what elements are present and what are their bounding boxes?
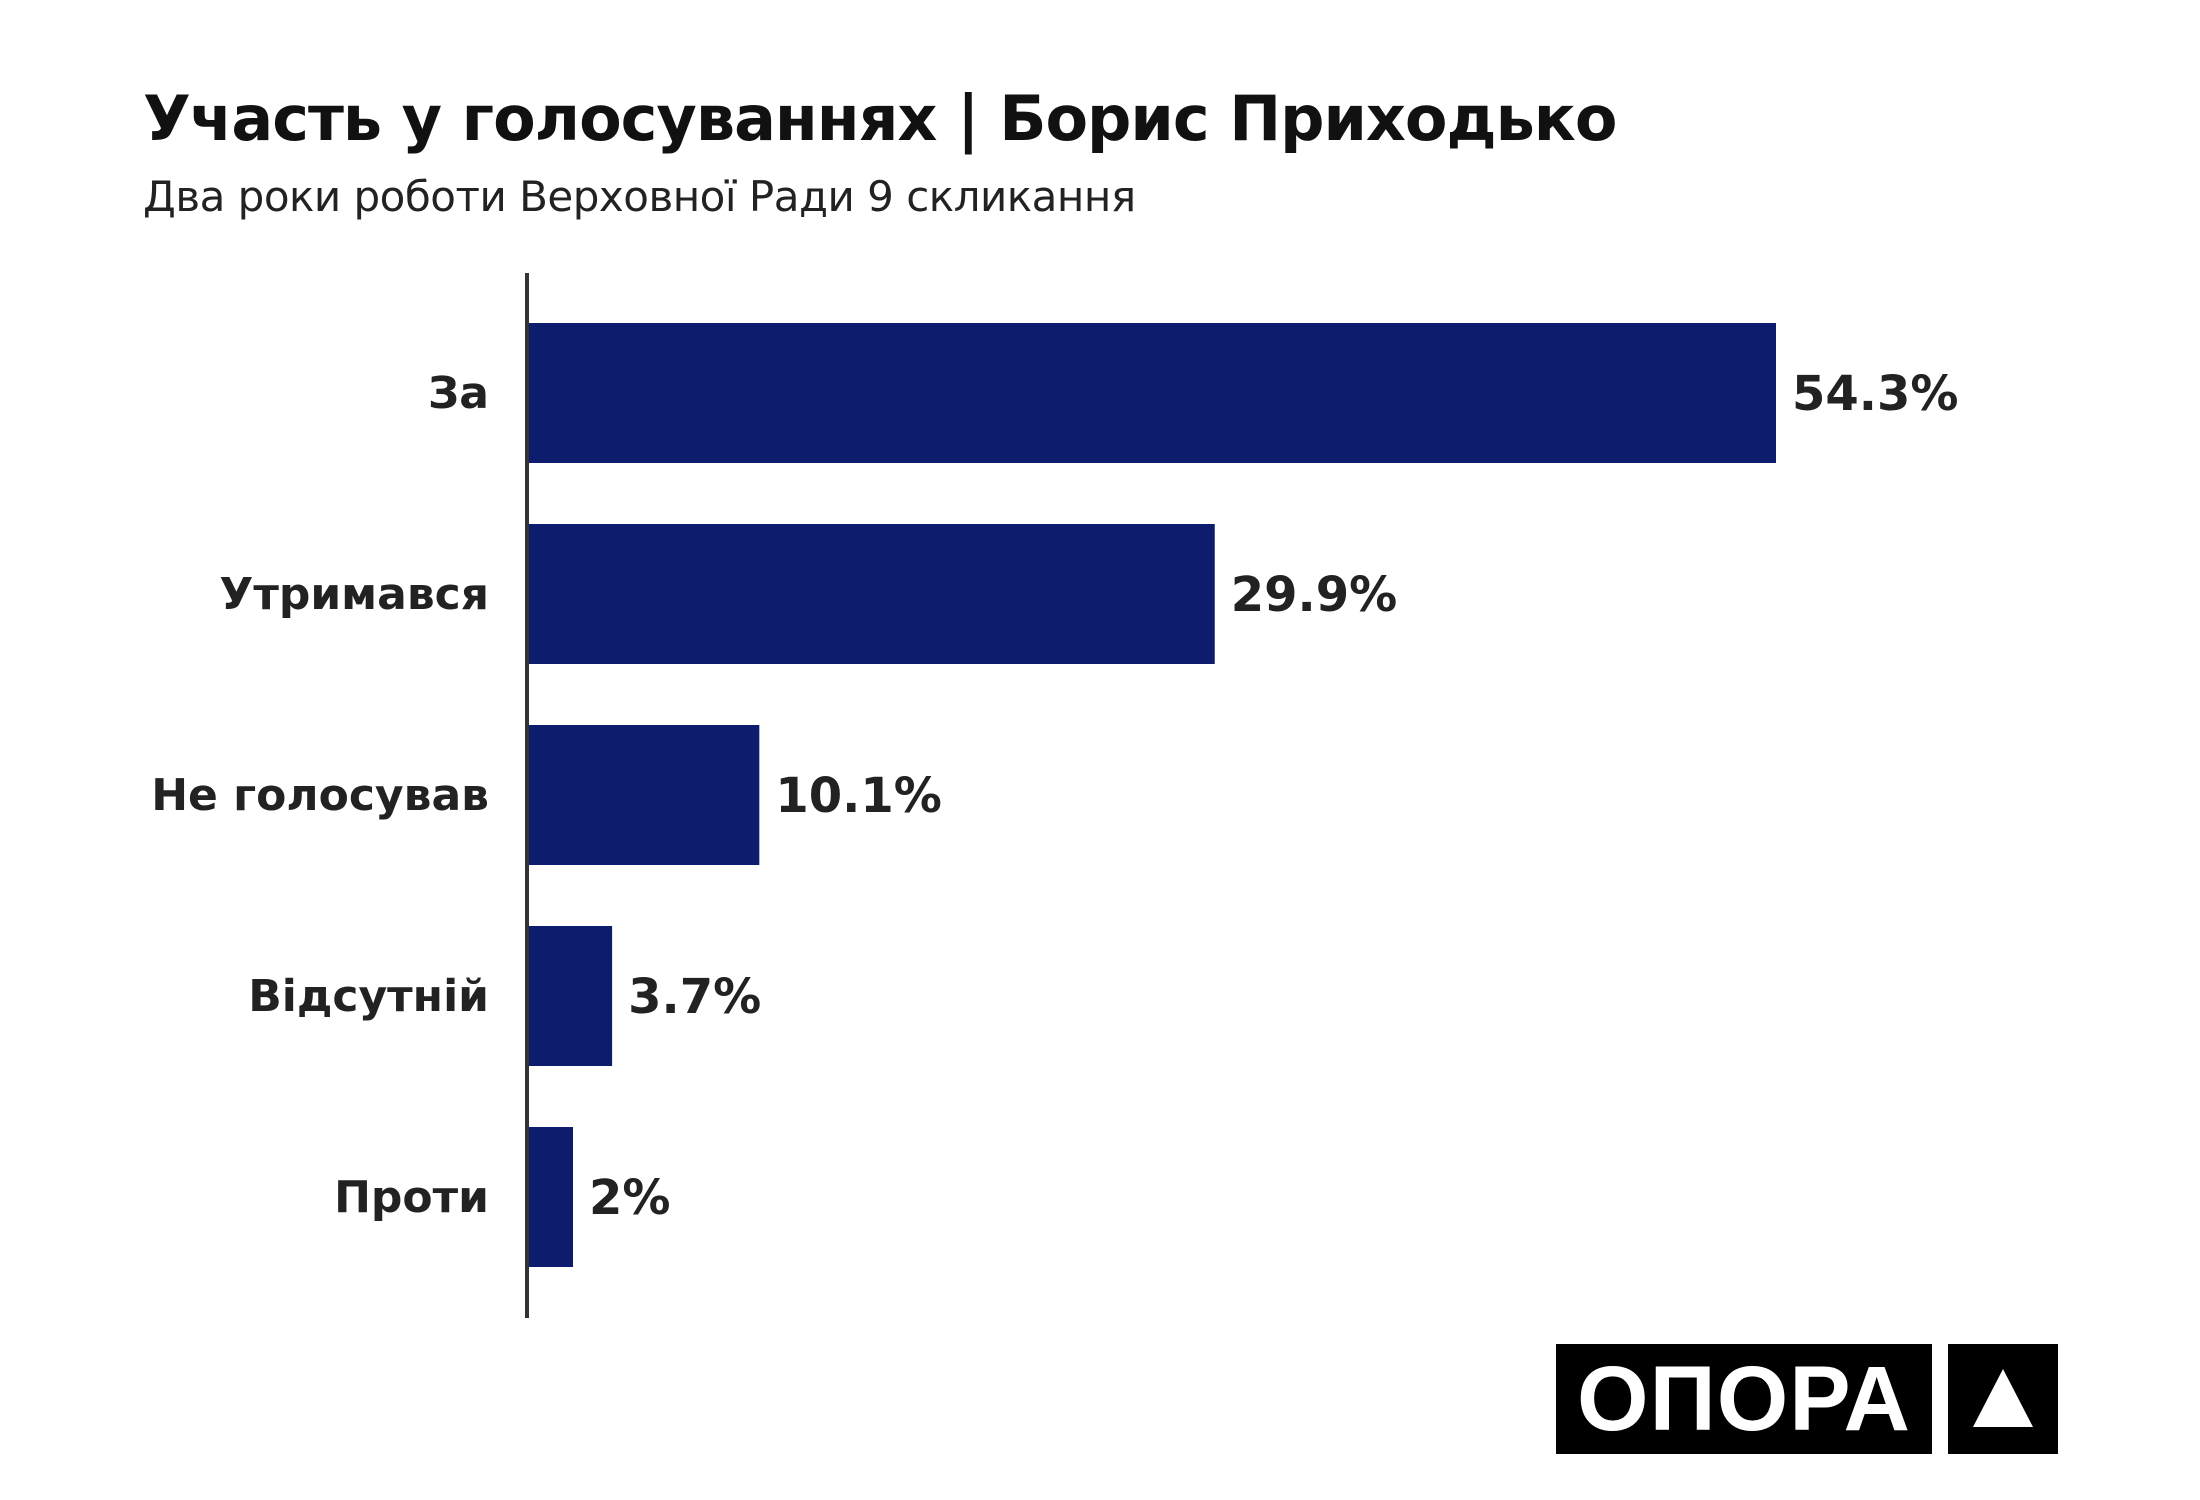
category-label: Не голосував <box>151 770 489 821</box>
bar-4 <box>527 1127 574 1267</box>
bar-2 <box>527 725 760 865</box>
opora-logo: ОПОРА <box>1556 1344 1932 1454</box>
category-label: За <box>428 368 489 419</box>
chart-subtitle: Два роки роботи Верховної Ради 9 скликан… <box>143 172 1136 221</box>
category-label: Утримався <box>219 569 489 620</box>
bar-0 <box>527 323 1776 463</box>
category-label: Відсутній <box>248 971 489 1022</box>
bar-3 <box>527 926 613 1066</box>
value-label: 3.7% <box>628 969 761 1025</box>
bar-1 <box>527 524 1215 664</box>
chart-title: Участь у голосуваннях | Борис Приходько <box>143 82 1617 155</box>
value-label: 29.9% <box>1231 567 1398 623</box>
value-label: 54.3% <box>1792 366 1959 422</box>
triangle-logo-icon <box>1948 1344 2058 1454</box>
category-label: Проти <box>334 1172 489 1223</box>
value-label: 10.1% <box>775 768 942 824</box>
value-label: 2% <box>589 1170 671 1226</box>
